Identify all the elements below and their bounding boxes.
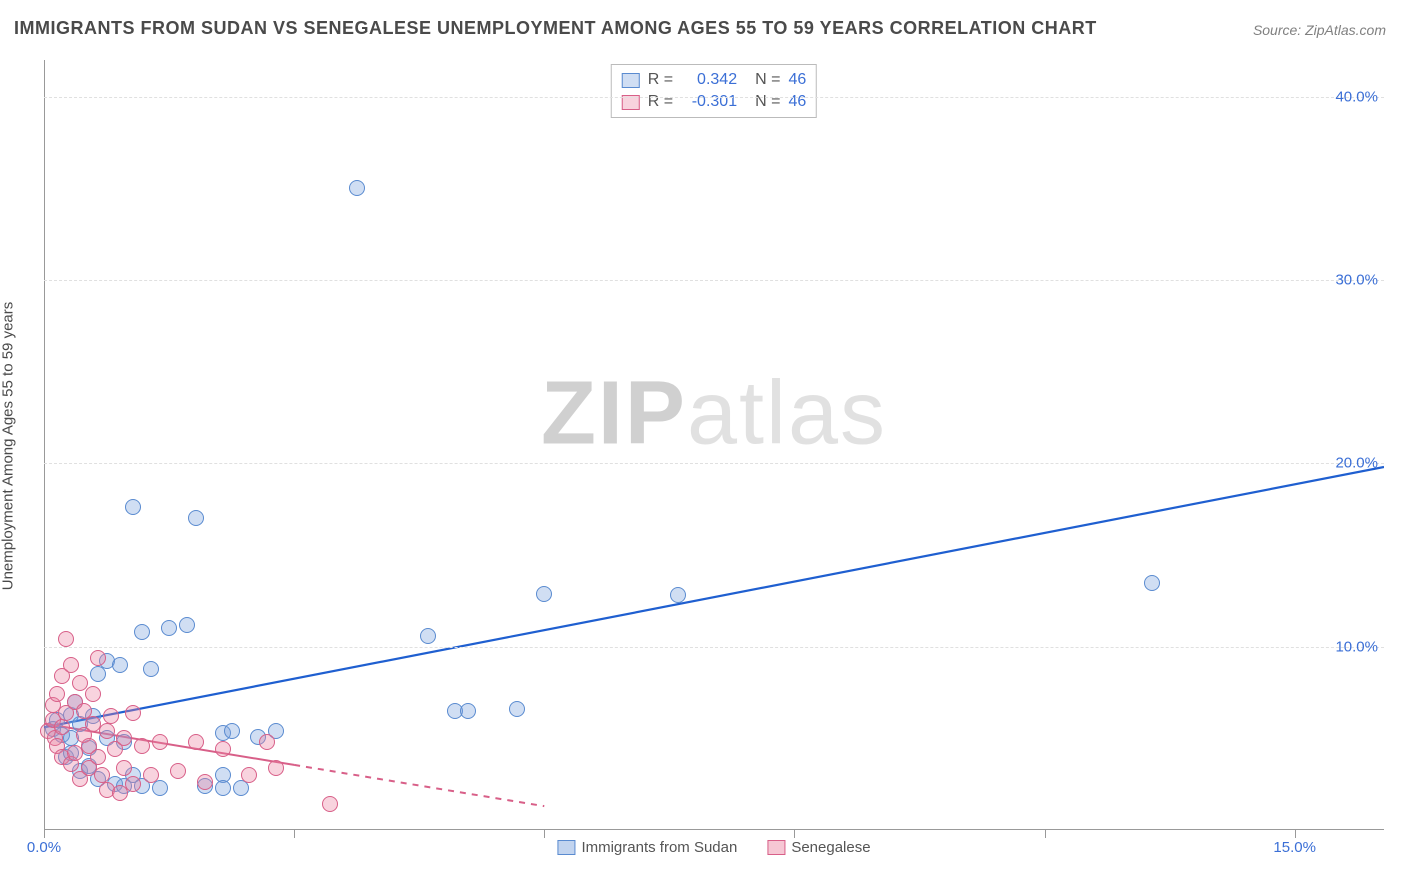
data-point [420,628,436,644]
x-tick [294,830,295,838]
data-point [125,499,141,515]
data-point [94,767,110,783]
data-point [268,760,284,776]
data-point [134,738,150,754]
data-point [134,624,150,640]
data-point [197,774,213,790]
data-point [49,686,65,702]
data-point [103,708,119,724]
chart-container: IMMIGRANTS FROM SUDAN VS SENEGALESE UNEM… [0,0,1406,892]
trend-lines [44,60,1384,830]
legend-label: Immigrants from Sudan [581,839,737,856]
grid-line [44,97,1384,98]
data-point [322,796,338,812]
data-point [188,734,204,750]
x-tick [544,830,545,838]
data-point [63,657,79,673]
data-point [99,723,115,739]
data-point [215,780,231,796]
data-point [143,661,159,677]
data-point [188,510,204,526]
data-point [241,767,257,783]
grid-line [44,463,1384,464]
watermark: ZIPatlas [541,363,887,466]
x-tick-label: 0.0% [27,839,61,856]
source-label: Source: ZipAtlas.com [1253,22,1386,38]
legend-swatch [622,73,640,88]
grid-line [44,280,1384,281]
y-axis-line [44,60,45,830]
legend-swatch [557,840,575,855]
data-point [85,686,101,702]
data-point [179,617,195,633]
x-tick [794,830,795,838]
data-point [143,767,159,783]
data-point [170,763,186,779]
data-point [90,650,106,666]
legend-label: Senegalese [791,839,870,856]
r-label: R = [648,91,673,113]
y-tick-label: 30.0% [1335,272,1378,289]
n-label: N = [755,91,780,113]
data-point [215,741,231,757]
y-axis-label: Unemployment Among Ages 55 to 59 years [0,157,17,446]
r-value: -0.301 [681,91,737,113]
x-tick [1295,830,1296,838]
data-point [460,703,476,719]
data-point [259,734,275,750]
data-point [54,719,70,735]
legend-stats: R = 0.342 N = 46 R = -0.301 N = 46 [611,64,817,118]
n-value: 46 [788,69,806,91]
data-point [349,180,365,196]
data-point [161,620,177,636]
grid-line [44,647,1384,648]
data-point [116,760,132,776]
data-point [670,587,686,603]
data-point [125,776,141,792]
plot-area: ZIPatlas R =0.342N =46R =-0.301N =46 Imm… [44,60,1384,830]
x-axis-line [44,829,1384,830]
data-point [509,701,525,717]
x-tick-label: 15.0% [1273,839,1316,856]
n-label: N = [755,69,780,91]
legend-item: Immigrants from Sudan [557,839,737,856]
n-value: 46 [788,91,806,113]
x-tick [1045,830,1046,838]
r-value: 0.342 [681,69,737,91]
data-point [125,705,141,721]
chart-title: IMMIGRANTS FROM SUDAN VS SENEGALESE UNEM… [14,18,1097,39]
data-point [536,586,552,602]
x-tick [44,830,45,838]
data-point [152,734,168,750]
legend-stats-row: R = -0.301 N = 46 [622,91,806,113]
legend-stats-row: R = 0.342 N = 46 [622,69,806,91]
y-tick-label: 40.0% [1335,88,1378,105]
legend-swatch [767,840,785,855]
data-point [112,657,128,673]
legend-bottom: Immigrants from Sudan Senegalese [557,839,870,856]
data-point [90,749,106,765]
r-label: R = [648,69,673,91]
y-tick-label: 10.0% [1335,638,1378,655]
data-point [1144,575,1160,591]
data-point [72,675,88,691]
data-point [116,730,132,746]
legend-item: Senegalese [767,839,870,856]
y-tick-label: 20.0% [1335,455,1378,472]
data-point [58,631,74,647]
data-point [224,723,240,739]
